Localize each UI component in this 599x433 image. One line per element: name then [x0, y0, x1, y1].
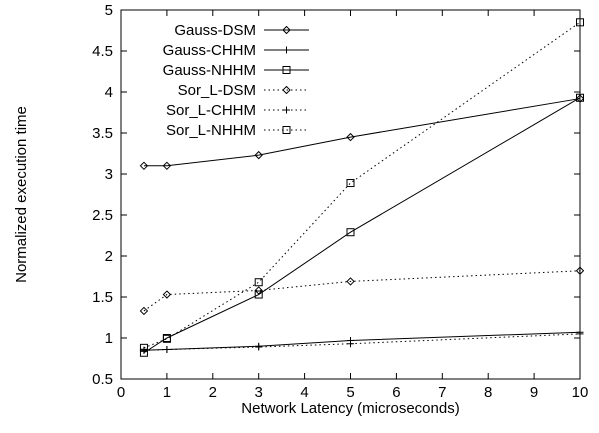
- data-point: [347, 340, 354, 348]
- series-sor-l-chhm: [140, 330, 584, 354]
- x-tick-label: 1: [163, 384, 171, 401]
- legend-marker: [282, 66, 291, 74]
- series-line: [143, 98, 581, 167]
- x-tick-label: 8: [484, 384, 492, 401]
- y-tick-label: 1.5: [92, 289, 113, 306]
- legend-entry: Sor_L-NHHM: [166, 122, 309, 139]
- y-tick-label: 5: [105, 2, 113, 19]
- data-point: [139, 161, 149, 171]
- data-point: [254, 150, 263, 160]
- legend-label: Sor_L-NHHM: [166, 122, 256, 139]
- x-tick-label: 0: [117, 384, 125, 401]
- y-tick-label: 3: [105, 166, 113, 183]
- legend-marker: [282, 85, 291, 95]
- y-axis-label: Normalized execution time: [13, 106, 30, 283]
- series-layer: [139, 18, 585, 357]
- x-tick-label: 7: [438, 384, 446, 401]
- legend-label: Gauss-CHHM: [163, 42, 256, 59]
- x-tick-label: 6: [392, 384, 400, 401]
- legend-entry: Gauss-DSM: [174, 22, 309, 39]
- legend-entry: Gauss-CHHM: [163, 42, 309, 59]
- x-axis-label: Network Latency (microseconds): [241, 400, 459, 417]
- data-point: [140, 346, 148, 354]
- legend-marker: [282, 25, 291, 35]
- x-tick-label: 2: [209, 384, 217, 401]
- data-point: [255, 343, 263, 351]
- legend-marker: [283, 106, 290, 114]
- y-tick-label: 2.5: [92, 207, 113, 224]
- series-gauss-chhm: [140, 328, 584, 354]
- data-point: [346, 179, 355, 188]
- y-tick-label: 3.5: [92, 125, 113, 142]
- x-tick-label: 3: [255, 384, 263, 401]
- series-sor-l-dsm: [139, 266, 585, 316]
- legend-entry: Sor_L-CHHM: [166, 102, 309, 119]
- data-point: [139, 343, 148, 352]
- data-point: [254, 290, 263, 299]
- series-line: [143, 21, 581, 349]
- legend: Gauss-DSM Gauss-CHHM Gauss-NHHM Sor_L-DSM So…: [163, 22, 309, 139]
- plot-frame: [120, 9, 581, 380]
- series-line: [143, 270, 581, 312]
- data-point: [162, 161, 172, 171]
- data-point: [139, 306, 149, 316]
- data-point: [346, 277, 355, 286]
- legend-label: Sor_L-DSM: [178, 82, 256, 99]
- legend-marker: [282, 126, 291, 134]
- x-tick-label: 9: [530, 384, 538, 401]
- x-tick-label: 10: [572, 384, 589, 401]
- legend-marker: [283, 46, 290, 54]
- data-point: [346, 132, 355, 142]
- axis-ticks: 0 1 2 3 4 5 6 7 8 9 10 0.5 1 1.5 2 2.5 3 3.5 4 4.5 5: [92, 2, 588, 401]
- y-tick-label: 0.5: [92, 371, 113, 388]
- legend-label: Gauss-DSM: [174, 22, 256, 39]
- y-tick-label: 1: [105, 330, 113, 347]
- series-gauss-dsm: [139, 94, 585, 171]
- y-tick-label: 4: [105, 84, 113, 101]
- data-point: [162, 334, 171, 343]
- y-tick-label: 2: [105, 248, 113, 265]
- legend-label: Gauss-NHHM: [163, 62, 256, 79]
- data-point: [346, 228, 355, 237]
- data-point: [254, 278, 263, 287]
- data-point: [162, 290, 172, 299]
- series-line: [143, 331, 581, 351]
- y-tick-label: 4.5: [92, 43, 113, 60]
- legend-entry: Gauss-NHHM: [163, 62, 309, 79]
- data-point: [254, 286, 263, 295]
- legend-label: Sor_L-CHHM: [166, 102, 256, 119]
- x-tick-label: 5: [346, 384, 354, 401]
- legend-entry: Sor_L-DSM: [178, 82, 309, 99]
- data-point: [163, 345, 171, 353]
- x-tick-label: 4: [300, 384, 308, 401]
